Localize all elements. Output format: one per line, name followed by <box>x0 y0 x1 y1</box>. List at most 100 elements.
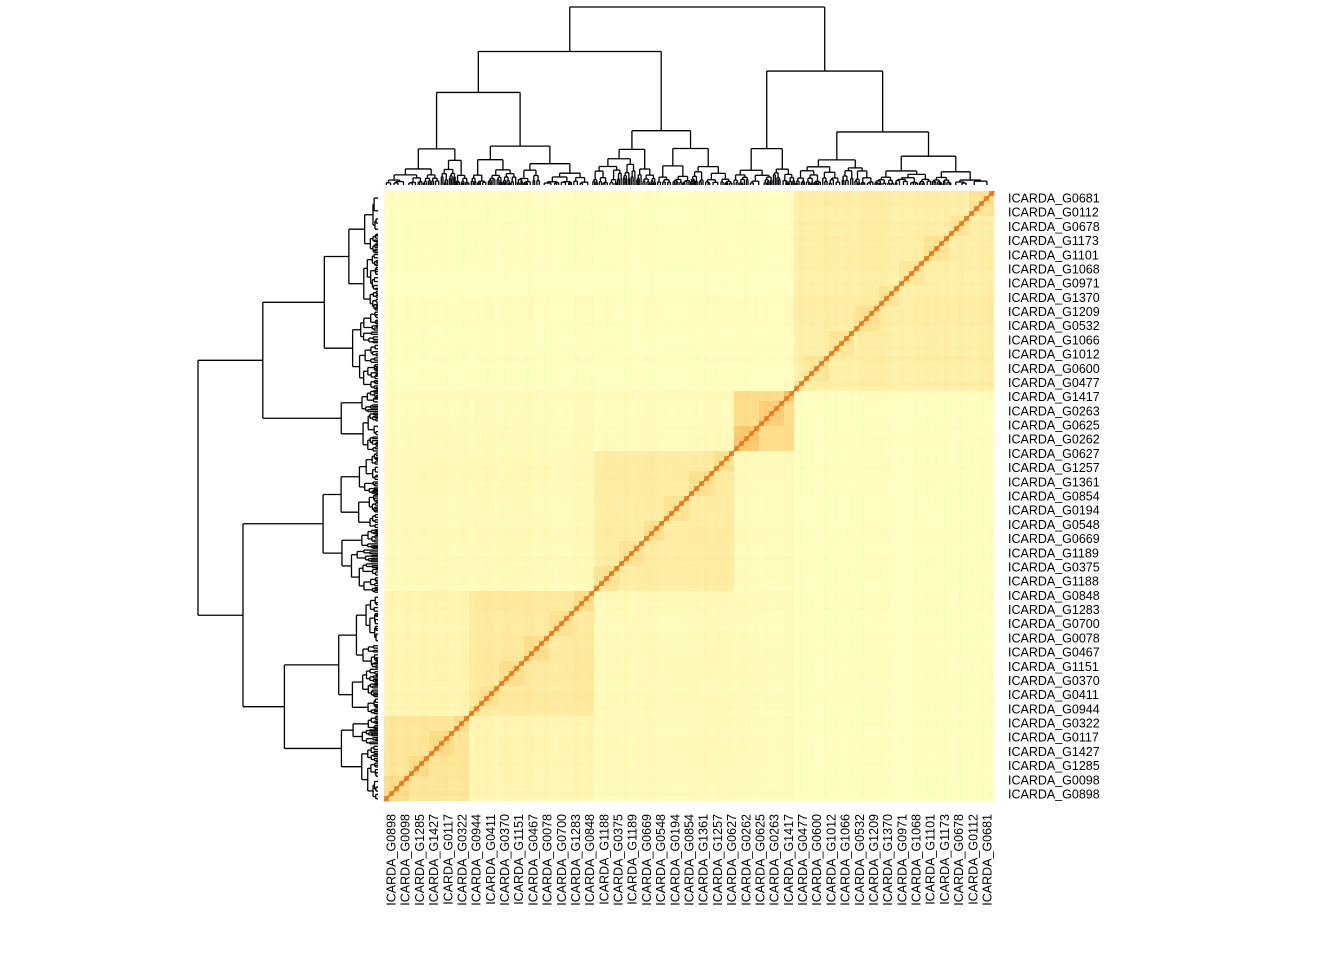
heatmap-cell <box>559 316 565 322</box>
heatmap-cell <box>829 256 835 262</box>
heatmap-cell <box>444 191 450 197</box>
heatmap-cell <box>964 346 970 352</box>
heatmap-cell <box>489 286 495 292</box>
heatmap-cell <box>654 201 660 207</box>
heatmap-cell <box>409 336 415 342</box>
heatmap-cell <box>649 346 655 352</box>
heatmap-cell <box>739 226 745 232</box>
heatmap-cell <box>389 246 395 252</box>
heatmap-cell <box>424 331 430 337</box>
heatmap-cell <box>899 226 905 232</box>
heatmap-cell <box>909 211 915 217</box>
heatmap-cell <box>409 306 415 312</box>
heatmap-cell <box>759 246 765 252</box>
heatmap-cell <box>709 221 715 227</box>
heatmap-cell <box>824 231 830 237</box>
heatmap-cell <box>654 351 660 357</box>
heatmap-cell <box>439 331 445 337</box>
heatmap-cell <box>694 191 700 197</box>
heatmap-cell <box>754 366 760 372</box>
heatmap-cell <box>504 276 510 282</box>
heatmap-cell <box>744 346 750 352</box>
heatmap-cell <box>384 291 390 297</box>
heatmap-cell <box>479 356 485 362</box>
heatmap-cell <box>909 341 915 347</box>
heatmap-cell <box>754 356 760 362</box>
heatmap-cell <box>909 236 915 242</box>
heatmap-cell <box>449 246 455 252</box>
heatmap-cell <box>904 311 910 317</box>
heatmap-cell <box>584 251 590 257</box>
heatmap-cell <box>984 246 990 252</box>
heatmap-cell <box>724 206 730 212</box>
heatmap-cell <box>864 331 870 337</box>
heatmap-cell <box>629 366 635 372</box>
heatmap-cell <box>604 391 610 397</box>
heatmap-cell <box>824 281 830 287</box>
heatmap-cell <box>429 346 435 352</box>
heatmap-cell <box>714 261 720 267</box>
heatmap-cell <box>404 221 410 227</box>
heatmap-cell <box>799 316 805 322</box>
heatmap-cell <box>894 306 900 312</box>
heatmap-cell <box>959 361 965 367</box>
heatmap-cell <box>974 361 980 367</box>
heatmap-cell <box>509 306 515 312</box>
heatmap-cell <box>429 261 435 267</box>
heatmap-cell <box>639 201 645 207</box>
heatmap-cell <box>944 191 950 197</box>
heatmap-cell <box>424 311 430 317</box>
heatmap-cell <box>739 371 745 377</box>
heatmap-cell <box>914 276 920 282</box>
heatmap-cell <box>394 226 400 232</box>
heatmap-cell <box>494 391 500 397</box>
heatmap-cell <box>444 251 450 257</box>
heatmap-cell <box>449 306 455 312</box>
heatmap-cell <box>479 321 485 327</box>
heatmap-cell <box>429 351 435 357</box>
heatmap-cell <box>419 246 425 252</box>
heatmap-cell <box>404 341 410 347</box>
heatmap-cell <box>829 326 835 332</box>
heatmap-cell <box>754 206 760 212</box>
heatmap-cell <box>594 201 600 207</box>
heatmap-cell <box>904 351 910 357</box>
heatmap-cell <box>434 316 440 322</box>
heatmap-cell <box>824 301 830 307</box>
heatmap-cell <box>404 226 410 232</box>
heatmap-cell <box>889 231 895 237</box>
heatmap-cell <box>764 281 770 287</box>
heatmap-cell <box>829 211 835 217</box>
heatmap-cell <box>559 196 565 202</box>
heatmap-cell <box>869 321 875 327</box>
heatmap-cell <box>849 371 855 377</box>
heatmap-cell <box>579 246 585 252</box>
heatmap-cell <box>424 261 430 267</box>
heatmap-cell <box>709 246 715 252</box>
heatmap-cell <box>699 281 705 287</box>
heatmap-cell <box>704 251 710 257</box>
heatmap-cell <box>724 281 730 287</box>
heatmap-cell <box>664 196 670 202</box>
heatmap-cell <box>784 326 790 332</box>
heatmap-cell <box>654 196 660 202</box>
heatmap-cell <box>809 336 815 342</box>
heatmap-cell <box>709 291 715 297</box>
heatmap-cell <box>934 371 940 377</box>
heatmap-cell <box>704 221 710 227</box>
heatmap-cell <box>529 356 535 362</box>
heatmap-cell <box>769 381 775 387</box>
heatmap-cell <box>489 246 495 252</box>
heatmap-cell <box>549 366 555 372</box>
heatmap-cell <box>509 291 515 297</box>
heatmap-cell <box>904 381 910 387</box>
heatmap-cell <box>639 221 645 227</box>
heatmap-cell <box>934 341 940 347</box>
heatmap-cell <box>574 226 580 232</box>
heatmap-cell <box>799 291 805 297</box>
heatmap-cell <box>644 291 650 297</box>
heatmap-cell <box>464 196 470 202</box>
heatmap-cell <box>524 346 530 352</box>
heatmap-cell <box>574 356 580 362</box>
heatmap-cell <box>699 251 705 257</box>
